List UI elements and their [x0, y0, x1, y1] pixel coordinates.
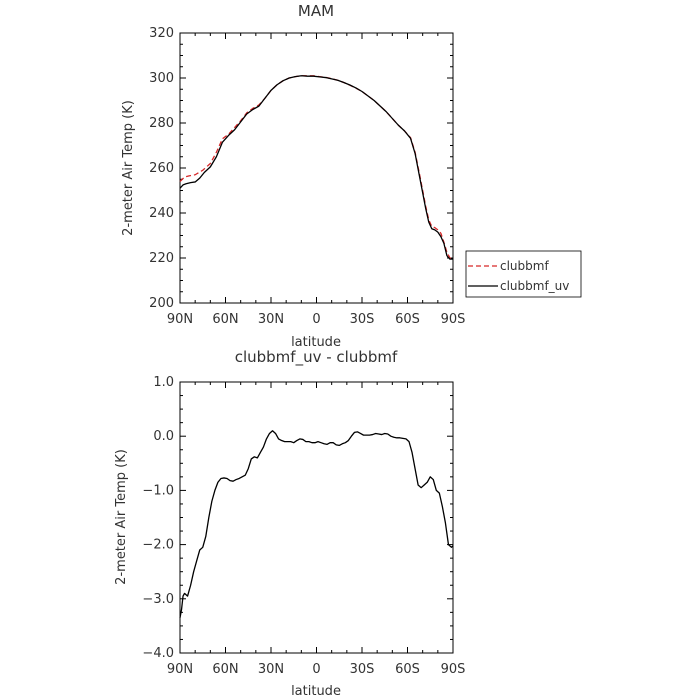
- series-line-bottom-0: [179, 430, 454, 618]
- y-tick-label-bottom-1: 0.0: [153, 429, 174, 444]
- y-axis-label-top: 2-meter Air Temp (K): [121, 100, 136, 236]
- y-tick-label-bottom-2: −1.0: [142, 483, 174, 498]
- axis-ticks-bottom: 90N 60N 30N 0 30S 60S 90S 1.0 0.0 −1.0 −2.0 −3.0 −4.…: [142, 375, 465, 677]
- y-tick-label-top-2: 240: [149, 206, 174, 221]
- legend-label-clubbmf: clubbmf: [500, 259, 549, 273]
- chart-title-bottom: clubbmf_uv - clubbmf: [235, 348, 398, 367]
- x-tick-label-top-1: 60N: [212, 312, 238, 327]
- temperature-chart: MAM 90N 60N 30N 0 30S 60S 90S 200 220 240 260 280 30…: [121, 2, 582, 350]
- y-tick-label-bottom-3: −2.0: [142, 538, 174, 553]
- series-line-top-0: [179, 75, 454, 260]
- x-tick-label-top-0: 90N: [167, 312, 193, 327]
- legend-box: [465, 250, 582, 298]
- y-tick-label-bottom-5: −4.0: [142, 646, 174, 661]
- y-axis-label-bottom: 2-meter Air Temp (K): [114, 449, 129, 585]
- x-tick-label-top-6: 90S: [441, 312, 466, 327]
- y-tick-label-top-3: 260: [149, 161, 174, 176]
- plot-frame-bottom: [179, 381, 454, 654]
- series-group-bottom: [179, 430, 454, 618]
- legend: clubbmf clubbmf_uv: [465, 250, 582, 298]
- x-tick-label-top-3: 0: [312, 312, 320, 327]
- chart-title-top: MAM: [298, 2, 334, 20]
- y-tick-label-bottom-0: 1.0: [153, 375, 174, 390]
- y-tick-label-top-4: 280: [149, 116, 174, 131]
- y-tick-label-top-5: 300: [149, 71, 174, 86]
- x-tick-label-top-4: 30S: [350, 312, 375, 327]
- x-axis-label-top: latitude: [291, 335, 341, 350]
- y-tick-label-top-1: 220: [149, 251, 174, 266]
- x-axis-label-bottom: latitude: [291, 684, 341, 699]
- x-tick-label-bottom-5: 60S: [395, 662, 420, 677]
- plot-frame-top: [179, 32, 454, 304]
- series-line-top-1: [179, 75, 453, 260]
- x-tick-label-bottom-0: 90N: [167, 662, 193, 677]
- x-tick-label-bottom-1: 60N: [212, 662, 238, 677]
- legend-label-clubbmf-uv: clubbmf_uv: [500, 279, 569, 293]
- x-tick-label-top-2: 30N: [258, 312, 284, 327]
- x-tick-label-bottom-2: 30N: [258, 662, 284, 677]
- y-tick-label-bottom-4: −3.0: [142, 592, 174, 607]
- y-tick-label-top-0: 200: [149, 296, 174, 311]
- x-tick-label-bottom-3: 0: [312, 662, 320, 677]
- x-tick-label-bottom-6: 90S: [441, 662, 466, 677]
- x-tick-label-top-5: 60S: [395, 312, 420, 327]
- difference-chart: clubbmf_uv - clubbmf 90N 60N 30N 0 30S 60S 90S…: [114, 348, 465, 699]
- axis-ticks-top: 90N 60N 30N 0 30S 60S 90S 200 220 240 260 280 300 320: [149, 26, 465, 327]
- series-group-top: [179, 75, 454, 260]
- y-tick-label-top-6: 320: [149, 26, 174, 41]
- x-tick-label-bottom-4: 30S: [350, 662, 375, 677]
